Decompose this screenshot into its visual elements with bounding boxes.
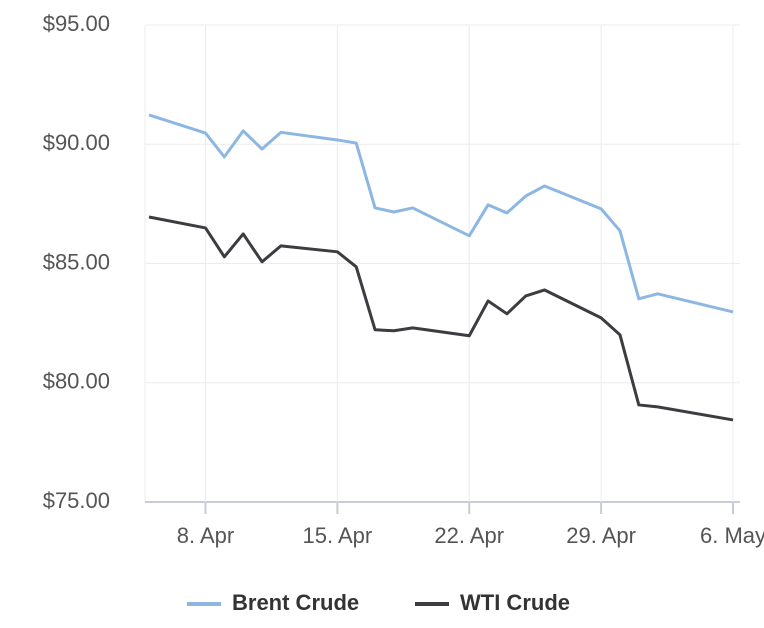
y-tick-label: $75.00 xyxy=(43,488,110,513)
y-tick-label: $90.00 xyxy=(43,130,110,155)
series-line xyxy=(148,113,734,314)
x-tick-label: 22. Apr xyxy=(434,523,504,548)
x-tick-label: 6. May xyxy=(700,523,764,548)
x-tick-label: 8. Apr xyxy=(177,523,234,548)
x-tick-label: 15. Apr xyxy=(303,523,373,548)
legend-label: WTI Crude xyxy=(460,590,570,615)
legend-label: Brent Crude xyxy=(232,590,359,615)
y-tick-label: $80.00 xyxy=(43,369,110,394)
series-line xyxy=(148,215,734,422)
y-tick-label: $95.00 xyxy=(43,11,110,36)
x-tick-label: 29. Apr xyxy=(566,523,636,548)
y-tick-label: $85.00 xyxy=(43,249,110,274)
